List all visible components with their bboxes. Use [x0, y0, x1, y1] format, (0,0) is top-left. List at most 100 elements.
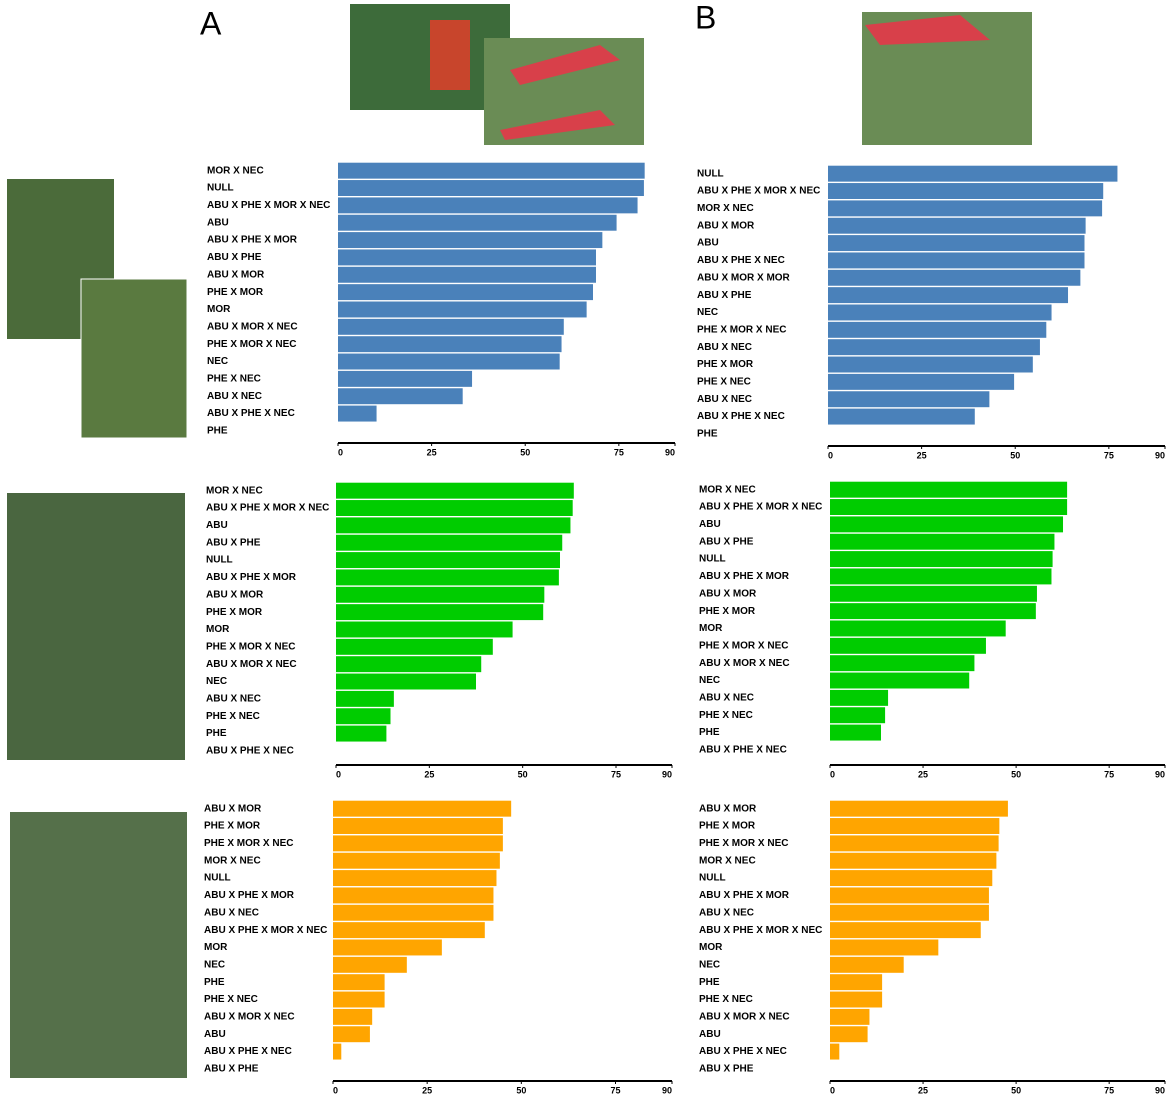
bar — [830, 957, 904, 973]
category-label: ABU X PHE X MOR — [699, 890, 790, 901]
panel-label: B — [695, 0, 716, 35]
bar — [333, 905, 493, 921]
x-tick-label: 75 — [1104, 1085, 1114, 1095]
category-label: NEC — [204, 959, 225, 970]
x-tick-label: 50 — [1011, 1085, 1021, 1095]
bar — [338, 388, 463, 404]
bar — [333, 922, 485, 938]
x-tick-label: 0 — [830, 1085, 835, 1095]
category-label: PHE X MOR X NEC — [207, 339, 296, 350]
bar — [830, 499, 1067, 515]
x-tick-label: 90 — [665, 447, 675, 457]
category-label: ABU X PHE X NEC — [699, 1046, 787, 1057]
category-label: PHE X NEC — [697, 377, 751, 388]
bar — [828, 287, 1068, 303]
category-label: PHE X MOR — [204, 821, 261, 832]
bar — [336, 517, 570, 533]
category-label: ABU X NEC — [699, 907, 754, 918]
category-label: ABU X PHE X MOR — [206, 572, 297, 583]
category-label: ABU X PHE X NEC — [206, 746, 294, 757]
forest-photo — [10, 812, 187, 1078]
category-label: PHE — [697, 429, 718, 440]
category-label: MOR — [207, 304, 231, 315]
category-label: PHE X MOR X NEC — [206, 641, 295, 652]
bar — [338, 354, 560, 370]
category-label: ABU — [699, 519, 721, 530]
category-label: PHE — [699, 727, 720, 738]
bar — [828, 339, 1040, 355]
bar — [830, 818, 999, 834]
bar — [336, 708, 391, 724]
category-label: NEC — [699, 959, 720, 970]
category-label: MOR X NEC — [699, 855, 756, 866]
bar — [336, 500, 573, 516]
category-label: ABU — [207, 217, 229, 228]
x-tick-label: 25 — [918, 1085, 928, 1095]
category-label: ABU — [204, 1029, 226, 1040]
bar — [830, 673, 969, 689]
x-tick-label: 25 — [917, 450, 927, 460]
bar — [830, 835, 999, 851]
category-label: ABU — [206, 520, 228, 531]
bar — [338, 267, 596, 283]
category-label: ABU X PHE X MOR — [699, 571, 790, 582]
category-label: ABU X PHE X MOR X NEC — [206, 503, 329, 514]
category-label: MOR — [206, 624, 230, 635]
panel-label: A — [200, 5, 222, 41]
category-label: ABU X NEC — [699, 693, 754, 704]
category-label: MOR — [204, 942, 228, 953]
category-label: PHE X MOR — [207, 287, 264, 298]
x-tick-label: 50 — [516, 1085, 526, 1095]
category-label: ABU — [697, 238, 719, 249]
bar — [830, 534, 1054, 550]
bar — [336, 535, 562, 551]
bar — [336, 726, 386, 742]
category-label: ABU — [699, 1029, 721, 1040]
bar — [828, 305, 1052, 321]
category-label: PHE X MOR X NEC — [699, 838, 788, 849]
category-label: ABU X PHE X MOR X NEC — [204, 925, 327, 936]
bar — [338, 163, 645, 179]
bar — [336, 587, 544, 603]
bar — [336, 656, 481, 672]
x-tick-label: 90 — [1155, 769, 1165, 779]
category-label: ABU X NEC — [207, 391, 262, 402]
category-label: MOR — [699, 942, 723, 953]
bar — [828, 409, 975, 425]
category-label: MOR X NEC — [697, 203, 754, 214]
x-tick-label: 25 — [918, 769, 928, 779]
bar — [830, 690, 888, 706]
bar — [830, 603, 1036, 619]
bar — [830, 655, 974, 671]
bar — [333, 870, 496, 886]
x-tick-label: 75 — [611, 769, 621, 779]
category-label: PHE — [206, 728, 227, 739]
bar — [338, 406, 377, 422]
category-label: PHE X MOR — [206, 607, 263, 618]
x-tick-label: 75 — [610, 1085, 620, 1095]
bar — [333, 835, 503, 851]
category-label: ABU X PHE X NEC — [207, 408, 295, 419]
bar — [828, 183, 1103, 199]
category-label: ABU X PHE X MOR X NEC — [697, 186, 820, 197]
x-tick-label: 75 — [614, 447, 624, 457]
bar — [336, 483, 574, 499]
category-label: PHE X MOR — [699, 821, 756, 832]
bar — [830, 1044, 839, 1060]
category-label: ABU X PHE X MOR X NEC — [207, 200, 330, 211]
bar — [336, 691, 394, 707]
bar — [338, 302, 587, 318]
bar — [830, 482, 1067, 498]
bar — [828, 374, 1014, 390]
bar — [830, 1009, 869, 1025]
bar — [830, 853, 996, 869]
category-label: ABU X PHE — [697, 290, 752, 301]
bar — [333, 853, 500, 869]
bar — [830, 516, 1063, 532]
x-tick-label: 75 — [1104, 450, 1114, 460]
figure: A B MOR X NECNULLABU X PHE X MOR X NECAB… — [0, 0, 1174, 1095]
category-label: ABU X PHE — [204, 1064, 259, 1075]
category-label: NEC — [207, 356, 228, 367]
bar — [338, 319, 564, 335]
category-label: ABU X PHE X NEC — [699, 745, 787, 756]
